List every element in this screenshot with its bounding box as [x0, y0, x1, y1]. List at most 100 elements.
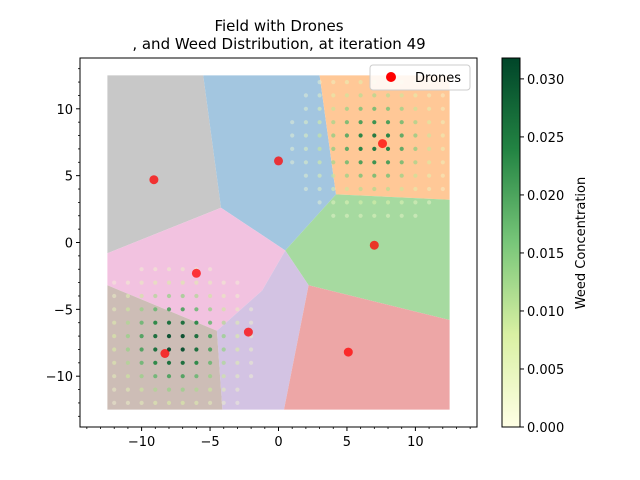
weed-dot [180, 360, 185, 365]
weed-dot [427, 160, 432, 165]
weed-dot [235, 360, 240, 365]
weed-dot [399, 200, 404, 205]
weed-dot [208, 400, 213, 405]
colorbar-tick-label: 0.025 [527, 131, 564, 146]
weed-dot [153, 347, 158, 352]
weed-dot [427, 186, 432, 192]
weed-dot [221, 400, 226, 405]
weed-dot [153, 307, 158, 312]
weed-dot [303, 173, 308, 178]
weed-dot [194, 374, 199, 379]
weed-dot [385, 160, 391, 165]
weed-dot [125, 280, 130, 285]
colorbar-ticks: 0.000 0.005 0.010 0.015 0.020 0.025 0.030 [520, 73, 564, 436]
weed-dot [208, 360, 213, 365]
weed-dot [249, 347, 254, 352]
weed-dot [372, 120, 377, 125]
weed-dot [344, 160, 349, 165]
weed-dot [235, 334, 240, 339]
weed-dot [413, 186, 418, 192]
weed-dot [166, 400, 172, 405]
weed-dot [358, 106, 363, 111]
weed-dot [331, 186, 336, 192]
weed-dot [399, 133, 404, 138]
weed-dot [180, 347, 185, 352]
weed-dot [221, 360, 226, 365]
weed-dot [358, 146, 363, 151]
weed-dot [180, 400, 185, 405]
weed-dot [331, 200, 336, 205]
weed-dot [303, 120, 308, 125]
weed-dot [385, 146, 391, 151]
weed-dot [385, 120, 391, 125]
weed-dot [317, 133, 322, 138]
drone-marker-7 [343, 347, 353, 357]
weed-dot [372, 173, 377, 178]
weed-dot [331, 120, 336, 125]
weed-dot [413, 106, 418, 111]
voronoi-cell-7 [284, 285, 450, 410]
weed-dot [208, 320, 213, 325]
weed-dot [112, 360, 117, 365]
weed-dot [385, 133, 391, 138]
weed-dot [153, 360, 158, 365]
weed-dot [194, 320, 199, 325]
weed-dot [194, 347, 199, 352]
weed-dot [112, 347, 117, 352]
weed-dot [372, 186, 377, 192]
weed-dot [440, 186, 445, 192]
colorbar-tick-label: 0.005 [527, 363, 564, 378]
weed-dot [358, 186, 363, 192]
weed-dot [235, 293, 240, 299]
weed-dot [317, 200, 322, 205]
weed-distribution-dots [112, 80, 445, 405]
weed-dot [139, 374, 144, 379]
weed-dot [372, 200, 377, 205]
weed-dot [413, 133, 418, 138]
weed-dot [440, 160, 445, 165]
weed-dot [331, 133, 336, 138]
weed-dot [358, 93, 363, 98]
weed-dot [221, 374, 226, 379]
weed-dot [180, 320, 185, 325]
weed-dot [385, 106, 391, 111]
weed-dot [221, 293, 226, 299]
weed-dot [440, 133, 445, 138]
weed-dot [331, 80, 336, 85]
weed-dot [303, 93, 308, 98]
weed-dot [317, 160, 322, 165]
colorbar-tick-label: 0.000 [527, 421, 564, 436]
weed-dot [399, 146, 404, 151]
weed-dot [372, 160, 377, 165]
y-tick-label: 0 [65, 237, 73, 252]
weed-dot [399, 120, 404, 125]
weed-dot [331, 106, 336, 111]
weed-dot [344, 146, 349, 151]
weed-dot [372, 213, 377, 218]
weed-dot [344, 213, 349, 218]
x-tick-label: 5 [343, 435, 351, 450]
weed-dot [194, 400, 199, 405]
drone-marker-4 [191, 268, 201, 278]
weed-dot [180, 280, 185, 285]
y-axis-ticks: −10 −5 0 5 10 [46, 68, 80, 417]
weed-dot [180, 387, 185, 392]
weed-dot [139, 267, 144, 272]
y-tick-label: −5 [54, 303, 73, 318]
weed-dot [221, 307, 226, 312]
weed-dot [344, 120, 349, 125]
weed-dot [344, 80, 349, 85]
weed-dot [440, 93, 445, 98]
weed-dot [125, 400, 130, 405]
weed-dot [249, 307, 254, 312]
weed-dot [303, 186, 308, 192]
colorbar-tick-label: 0.030 [527, 73, 564, 88]
drone-marker-1 [378, 139, 387, 149]
drone-marker-6 [160, 349, 170, 358]
weed-dot [166, 320, 172, 325]
weed-dot [290, 146, 295, 151]
weed-dot [317, 120, 322, 125]
weed-dot [139, 307, 144, 312]
weed-dot [166, 360, 172, 365]
